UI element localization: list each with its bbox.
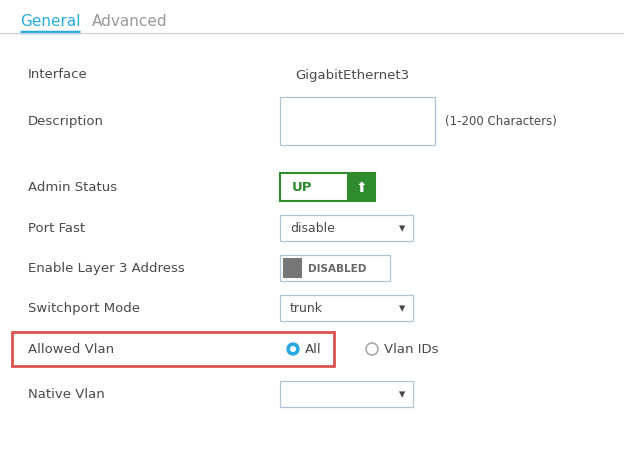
Bar [280, 216, 413, 242]
Text: Advanced: Advanced [92, 15, 168, 30]
Text: Description: Description [28, 115, 104, 128]
Text: Admin Status: Admin Status [28, 181, 117, 194]
Bar [280, 381, 413, 407]
Circle shape [287, 343, 299, 355]
Text: disable: disable [290, 222, 335, 235]
Bar [12, 332, 334, 366]
Text: trunk: trunk [290, 302, 323, 315]
Text: Switchport Mode: Switchport Mode [28, 302, 140, 315]
Text: Native Vlan: Native Vlan [28, 388, 105, 400]
Text: All: All [305, 343, 321, 356]
Text: UP: UP [292, 181, 313, 194]
Bar [283, 258, 302, 278]
Text: (1-200 Characters): (1-200 Characters) [445, 115, 557, 128]
Text: ▾: ▾ [399, 302, 405, 315]
Text: Port Fast: Port Fast [28, 222, 85, 235]
Bar [280, 255, 390, 281]
Text: ⬆: ⬆ [355, 181, 367, 195]
Bar [280, 295, 413, 321]
Text: General: General [20, 15, 80, 30]
Bar [280, 98, 435, 146]
Text: DISABLED: DISABLED [308, 263, 366, 273]
Circle shape [291, 347, 295, 352]
Text: Allowed Vlan: Allowed Vlan [28, 343, 114, 356]
Bar [347, 174, 375, 202]
Bar [280, 174, 375, 202]
Text: Enable Layer 3 Address: Enable Layer 3 Address [28, 262, 185, 275]
Text: Interface: Interface [28, 68, 88, 81]
Text: ▾: ▾ [399, 222, 405, 235]
Text: Vlan IDs: Vlan IDs [384, 343, 439, 356]
Text: GigabitEthernet3: GigabitEthernet3 [295, 68, 409, 81]
Text: ▾: ▾ [399, 388, 405, 400]
